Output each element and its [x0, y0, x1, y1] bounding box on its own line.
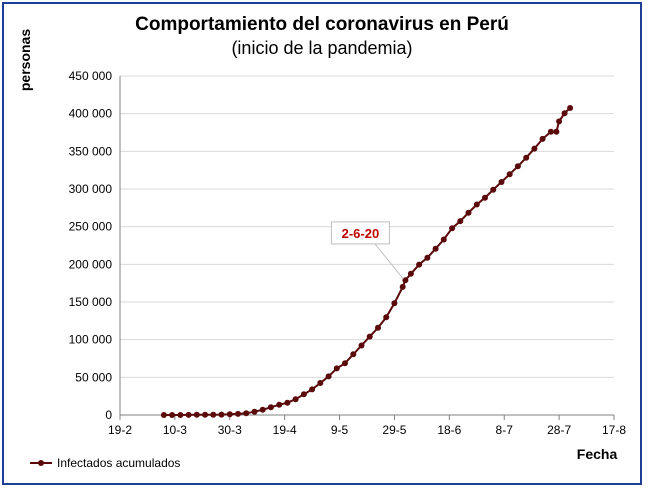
data-point — [309, 386, 316, 393]
data-point — [251, 408, 258, 415]
data-point — [276, 401, 283, 408]
legend-dot-marker — [38, 460, 44, 466]
data-point — [210, 411, 217, 418]
data-point — [300, 391, 307, 398]
x-tick-label: 8-7 — [496, 423, 514, 437]
chart-subtitle: (inicio de la pandemia) — [231, 38, 412, 58]
data-point — [235, 410, 241, 417]
series-infectados — [160, 105, 574, 418]
data-point — [399, 283, 406, 290]
data-point — [514, 163, 521, 170]
annotation-leader-line — [374, 243, 404, 280]
data-point — [523, 154, 530, 161]
legend: Infectados acumulados — [30, 456, 180, 470]
chart-title: Comportamiento del coronavirus en Perú — [135, 14, 509, 35]
data-point — [402, 277, 409, 284]
data-point — [333, 365, 340, 372]
data-point — [350, 351, 357, 358]
data-point — [490, 186, 497, 193]
data-point — [457, 218, 464, 225]
data-point — [218, 411, 225, 418]
data-point — [424, 254, 431, 261]
data-point — [375, 324, 381, 331]
y-tick-label: 400 000 — [69, 107, 113, 121]
data-point — [556, 118, 563, 125]
data-point — [553, 128, 560, 135]
data-point — [531, 145, 538, 152]
data-point — [284, 399, 291, 406]
data-point — [243, 410, 250, 417]
data-point — [506, 171, 513, 178]
y-axis-ticks: 0 50 000 100 000 150 000 200 000 250 000 300 0… — [69, 69, 113, 422]
data-point — [202, 411, 209, 418]
x-axis-ticks: 19-2 10-3 30-3 19-4 9-5 29-5 18-6 8-7 28-7 17-8 — [108, 415, 626, 437]
data-point — [440, 236, 447, 243]
y-tick-label: 200 000 — [69, 257, 113, 271]
data-point — [226, 411, 233, 418]
data-point — [561, 110, 568, 117]
data-point — [358, 342, 365, 349]
data-point — [482, 194, 488, 201]
data-point — [567, 105, 574, 111]
data-point — [366, 333, 373, 340]
x-tick-label: 10-3 — [163, 423, 187, 437]
annotation-callout: 2-6-20 — [330, 221, 404, 280]
data-point — [498, 179, 505, 185]
annotation-box — [330, 221, 390, 245]
data-point — [160, 412, 167, 418]
line-chart: Comportamiento del coronavirus en Perú (… — [17, 14, 626, 470]
x-tick-label: 29-5 — [382, 423, 406, 437]
data-point — [432, 245, 439, 252]
x-tick-label: 9-5 — [331, 423, 349, 437]
data-point — [325, 373, 332, 380]
x-tick-label: 19-2 — [108, 423, 132, 437]
y-axis-label: personas — [17, 29, 33, 91]
y-tick-label: 250 000 — [69, 220, 113, 234]
y-tick-label: 0 — [105, 408, 112, 422]
data-point — [449, 225, 456, 232]
data-point — [391, 300, 398, 307]
data-point — [259, 406, 266, 413]
x-tick-label: 17-8 — [602, 423, 626, 437]
data-point — [169, 412, 176, 418]
x-tick-label: 28-7 — [547, 423, 571, 437]
annotation-label: 2-6-20 — [342, 226, 380, 241]
data-point — [185, 411, 192, 418]
data-point — [292, 396, 299, 403]
data-point — [342, 360, 348, 367]
y-tick-label: 450 000 — [69, 69, 113, 83]
data-point — [267, 404, 274, 411]
data-point — [193, 411, 200, 418]
x-tick-label: 19-4 — [273, 423, 297, 437]
data-point — [407, 270, 414, 277]
data-point — [465, 209, 472, 216]
chart-frame: Comportamiento del coronavirus en Perú (… — [2, 2, 642, 485]
axes — [119, 76, 614, 416]
y-tick-label: 150 000 — [69, 295, 113, 309]
x-tick-label: 18-6 — [437, 423, 461, 437]
data-point — [539, 135, 546, 142]
y-tick-label: 350 000 — [69, 144, 113, 158]
series-line — [163, 107, 571, 416]
data-point — [416, 261, 423, 268]
data-point — [317, 380, 324, 386]
data-point — [547, 128, 554, 135]
y-tick-label: 100 000 — [69, 333, 113, 347]
legend-label: Infectados acumulados — [57, 456, 180, 470]
x-tick-label: 30-3 — [218, 423, 242, 437]
y-tick-label: 50 000 — [75, 370, 112, 384]
x-axis-label: Fecha — [577, 446, 618, 462]
data-point — [383, 314, 390, 321]
data-point — [177, 412, 184, 418]
data-point — [473, 201, 480, 208]
y-tick-label: 300 000 — [69, 182, 113, 196]
